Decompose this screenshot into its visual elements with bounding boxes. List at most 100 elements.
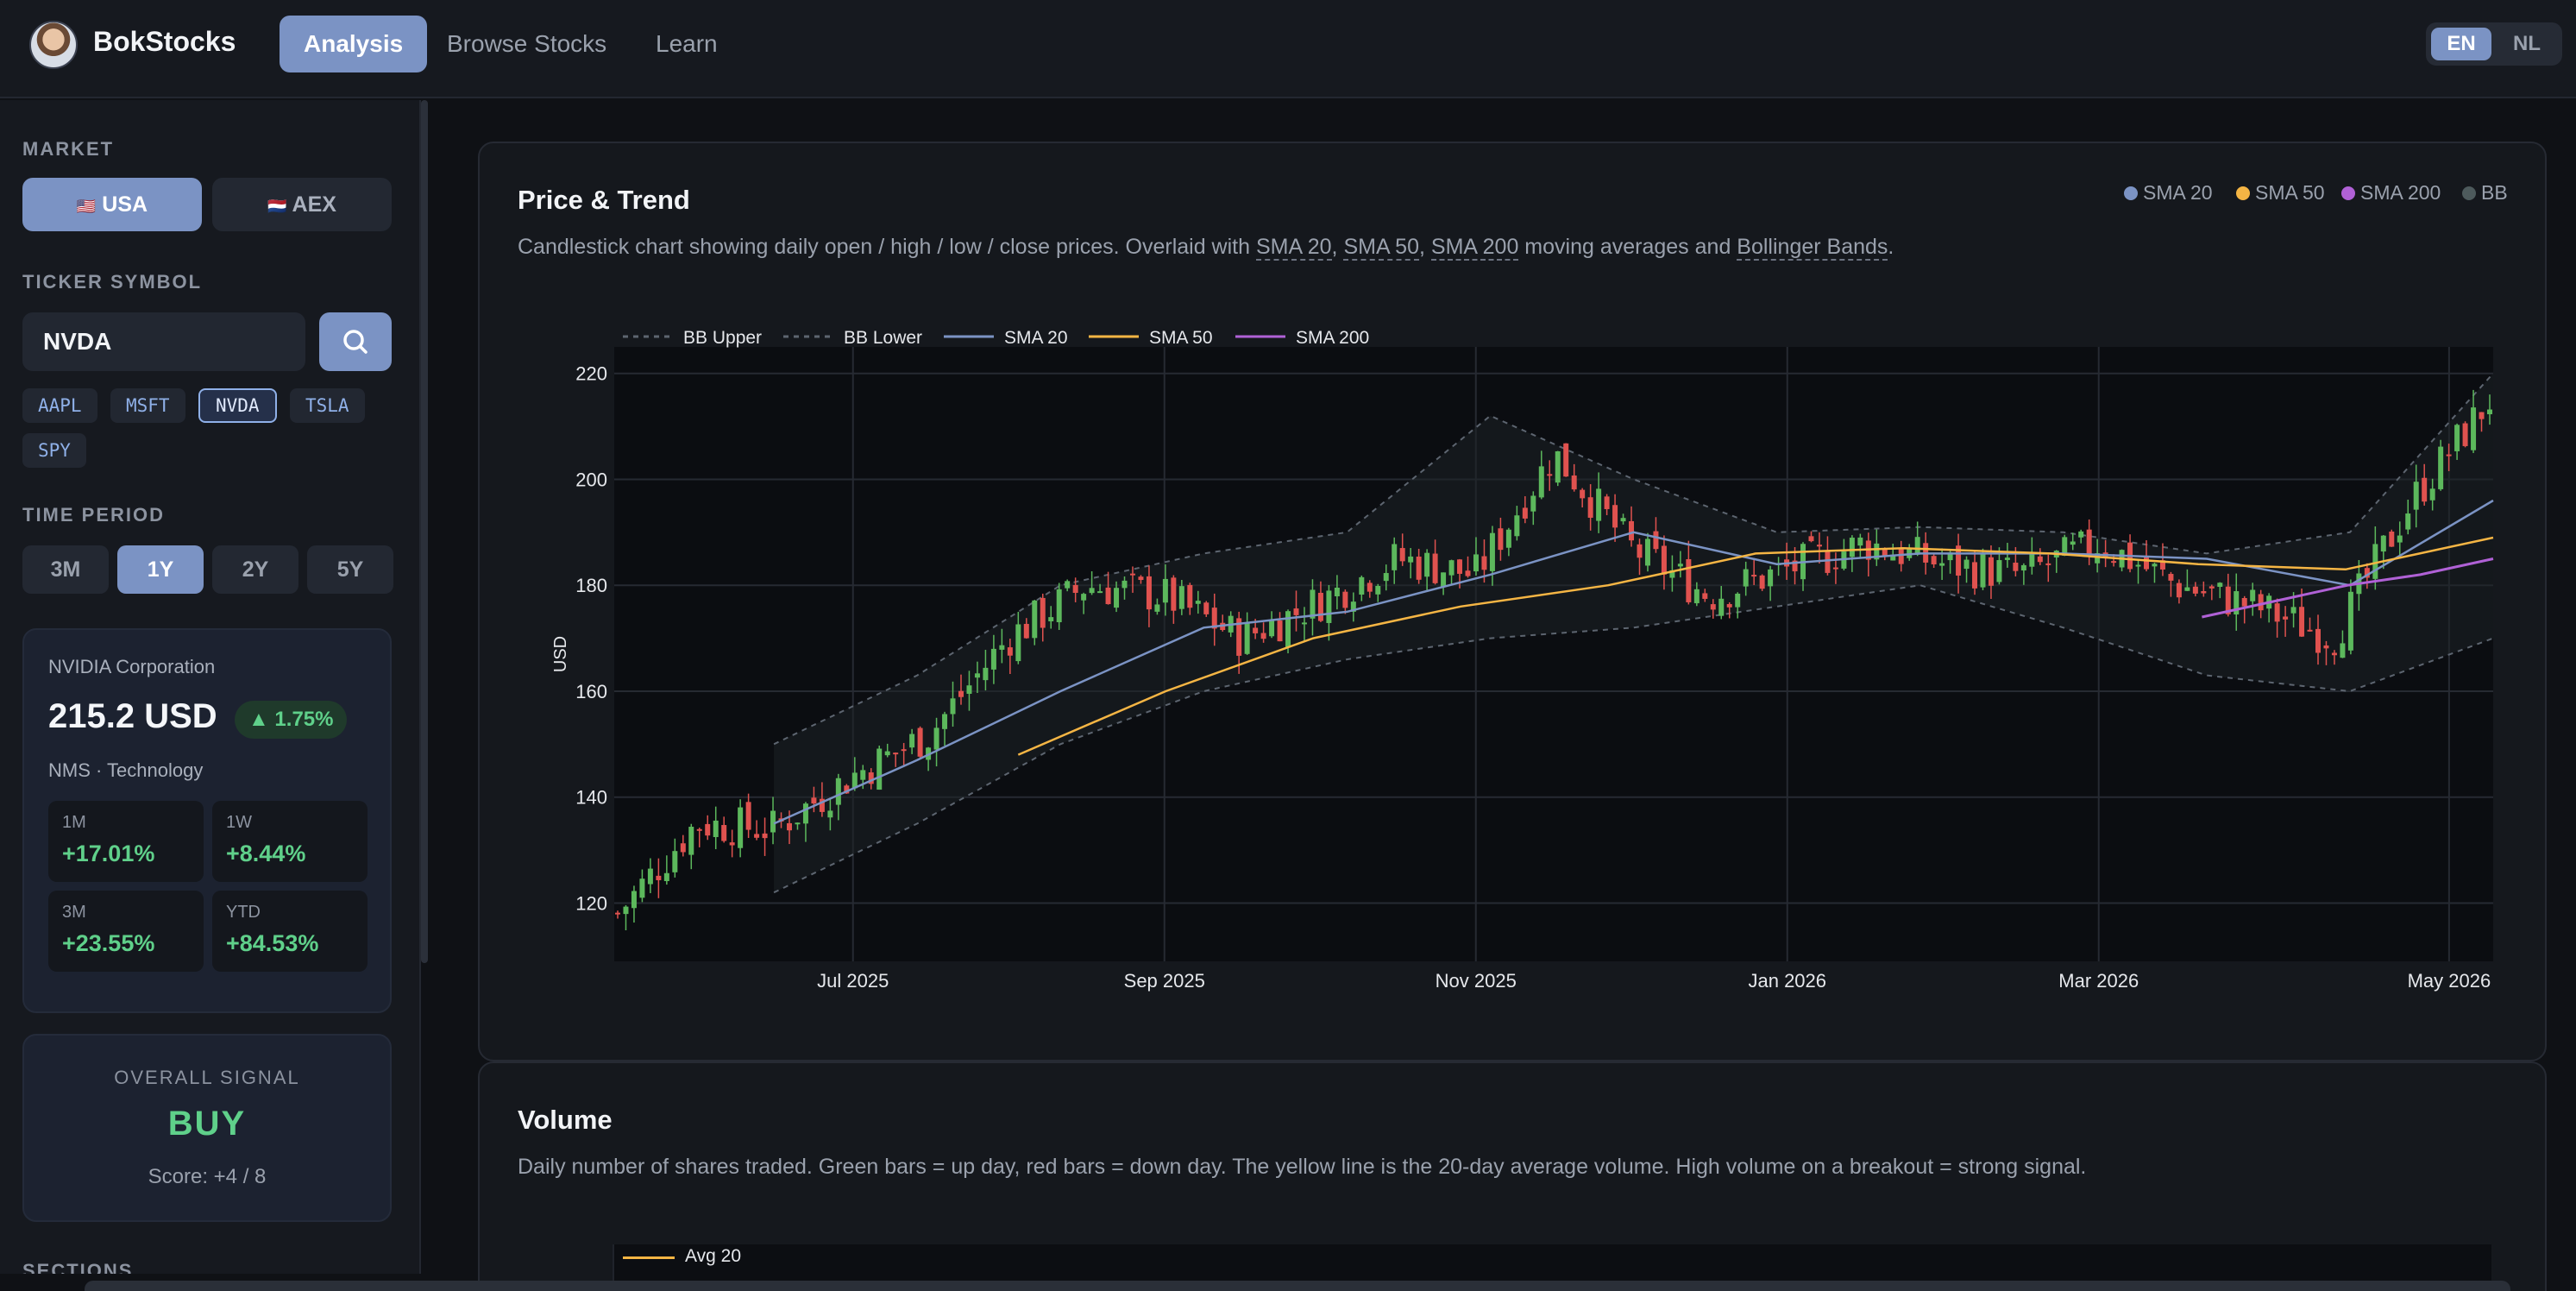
chart-legend-label: SMA 50 (1149, 328, 1213, 348)
candle-body (1751, 575, 1757, 577)
candle-body (1637, 544, 1643, 558)
candle-body (1596, 488, 1602, 521)
candle-body (1105, 587, 1111, 605)
ticker-input[interactable]: NVDA (22, 312, 305, 371)
app-title[interactable]: BokStocks (93, 26, 236, 57)
x-tick-label: Jan 2026 (1748, 970, 1826, 992)
candle-body (1253, 627, 1259, 633)
candle-body (1203, 602, 1209, 614)
period-2y-button[interactable]: 2Y (212, 545, 298, 594)
candle-body (795, 822, 801, 825)
sma50-term[interactable]: SMA 50 (1343, 235, 1419, 261)
x-tick-label: May 2026 (2408, 970, 2491, 992)
candle-body (1211, 608, 1217, 629)
sma200-dot-icon (2341, 186, 2355, 200)
sma20-term[interactable]: SMA 20 (1255, 235, 1332, 261)
y-tick-label: 200 (575, 469, 607, 490)
candle-body (754, 834, 760, 838)
candle-body (1505, 529, 1511, 548)
candle-body (696, 828, 702, 831)
candle-body (1931, 556, 1937, 565)
candle-body (639, 879, 645, 898)
header-legend-sma20[interactable]: SMA 20 (2124, 181, 2213, 205)
y-tick-label: 180 (575, 575, 607, 596)
candle-body (1686, 558, 1692, 602)
language-en-button[interactable]: EN (2431, 28, 2491, 60)
period-5y-button[interactable]: 5Y (307, 545, 393, 594)
candle-body (1457, 559, 1463, 574)
candle-body (1538, 466, 1544, 498)
candle-body (762, 833, 768, 839)
market-usa-button[interactable]: 🇺🇸 USA (22, 178, 202, 231)
bollinger-bands-term[interactable]: Bollinger Bands (1737, 235, 1888, 261)
ticker-chip-aapl[interactable]: AAPL (22, 388, 97, 423)
header-legend-sma50[interactable]: SMA 50 (2236, 181, 2325, 205)
candle-body (844, 785, 850, 794)
tab-browse-stocks[interactable]: Browse Stocks (447, 30, 607, 57)
candle-body (1612, 505, 1618, 528)
market-aex-label: AEX (292, 192, 336, 217)
header-legend-sma200[interactable]: SMA 200 (2341, 181, 2441, 205)
candle-body (1832, 567, 1838, 570)
time-period-label: TIME PERIOD (22, 504, 166, 526)
candle-body (738, 807, 744, 848)
signal-title: OVERALL SIGNAL (114, 1067, 300, 1088)
sma50-dot-icon (2236, 186, 2250, 200)
overall-signal-card: OVERALL SIGNAL BUY Score: +4 / 8 (22, 1034, 392, 1222)
ticker-chip-tsla[interactable]: TSLA (290, 388, 365, 423)
header-legend-bb[interactable]: BB (2462, 181, 2508, 205)
candle-body (1563, 443, 1569, 477)
candle-body (909, 734, 915, 748)
candle-body (2471, 407, 2477, 450)
tab-analysis[interactable]: Analysis (280, 16, 428, 72)
candle-body (1097, 591, 1103, 594)
candle-body (1162, 578, 1168, 603)
y-tick-label: 220 (575, 363, 607, 385)
candle-body (835, 778, 841, 805)
candle-body (1587, 497, 1593, 518)
ticker-label: TICKER SYMBOL (22, 271, 203, 293)
candle-body (1326, 590, 1332, 623)
ticker-chip-msft[interactable]: MSFT (110, 388, 185, 423)
candle-body (1350, 601, 1356, 612)
chart-legend-label: SMA 200 (1296, 328, 1369, 348)
period-1y-button[interactable]: 1Y (117, 545, 204, 594)
sidebar-scrollbar[interactable] (421, 100, 428, 963)
candle-body (1154, 604, 1160, 612)
candle-body (1620, 518, 1626, 522)
search-button[interactable] (319, 312, 392, 371)
volume-panel: Volume Daily number of shares traded. Gr… (478, 1061, 2547, 1291)
x-tick-label: Mar 2026 (2058, 970, 2139, 992)
candle-body (1604, 496, 1610, 509)
candle-body (2380, 535, 2386, 552)
price-candlestick-chart[interactable]: 120 140 160 180 200 220 Jul 2025 Sep 2025 Nov 20… (480, 143, 2548, 1063)
price-change-badge: ▲ 1.75% (235, 701, 348, 739)
candle-body (1277, 620, 1283, 642)
candle-body (647, 868, 653, 885)
period-3m-button[interactable]: 3M (22, 545, 109, 594)
candle-body (2364, 568, 2370, 578)
candle-body (2234, 591, 2240, 615)
ticker-chip-spy[interactable]: SPY (22, 433, 86, 468)
market-aex-button[interactable]: 🇳🇱 AEX (212, 178, 392, 231)
candle-body (1424, 552, 1430, 577)
sma200-term[interactable]: SMA 200 (1430, 235, 1519, 261)
candle-body (1383, 573, 1389, 582)
candle-body (1089, 588, 1095, 594)
candle-body (1759, 575, 1765, 589)
candle-body (2225, 586, 2231, 614)
language-nl-button[interactable]: NL (2513, 32, 2541, 55)
candle-body (770, 810, 776, 833)
candle-body (1048, 617, 1054, 621)
candle-body (2454, 425, 2460, 451)
candle-body (1629, 520, 1635, 541)
perf-card-1w: 1W +8.44% (212, 801, 368, 882)
candle-body (1056, 589, 1062, 623)
candle-body (1580, 489, 1586, 499)
window-bottom-edge (85, 1281, 2510, 1291)
netherlands-flag-icon: 🇳🇱 (267, 198, 287, 215)
app-logo-avatar[interactable] (29, 21, 78, 69)
candle-body (1481, 556, 1487, 570)
tab-learn[interactable]: Learn (656, 30, 718, 57)
ticker-chip-nvda[interactable]: NVDA (198, 388, 277, 423)
